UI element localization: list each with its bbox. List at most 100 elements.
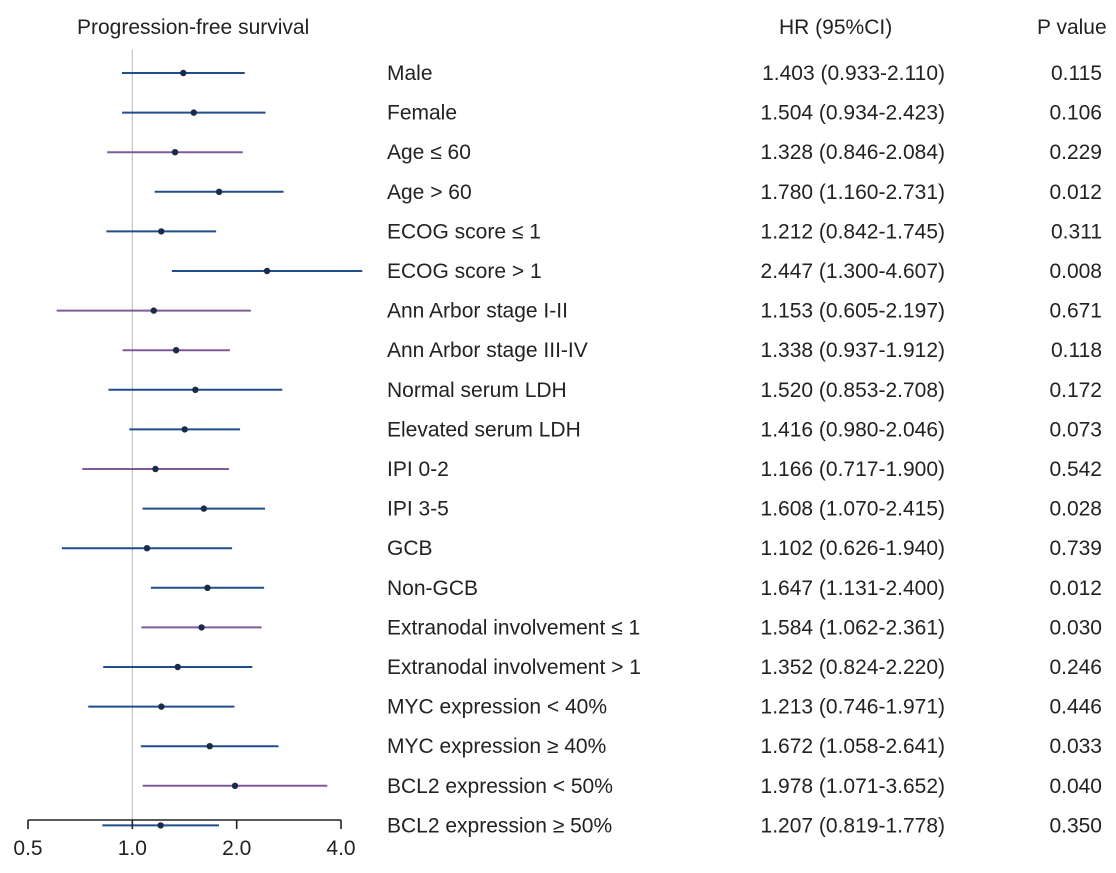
hr-ci-text: 1.416 (0.980-2.046) xyxy=(761,418,945,441)
hr-ci-text: 1.328 (0.846-2.084) xyxy=(761,141,945,164)
hr-point xyxy=(204,584,211,591)
row-label: Age ≤ 60 xyxy=(387,141,471,164)
hr-column-header: HR (95%CI) xyxy=(779,16,893,39)
p-value-text: 0.350 xyxy=(1049,814,1102,837)
row-label: IPI 0-2 xyxy=(387,458,449,481)
forest-row: IPI 0-2 1.166 (0.717-1.900) 0.542 xyxy=(82,458,1102,481)
hr-point xyxy=(190,109,197,116)
row-label: MYC expression ≥ 40% xyxy=(387,735,606,758)
row-label: Male xyxy=(387,62,433,85)
row-label: Age > 60 xyxy=(387,181,472,204)
forest-row: Elevated serum LDH 1.416 (0.980-2.046) 0.0… xyxy=(129,418,1102,441)
hr-ci-text: 1.608 (1.070-2.415) xyxy=(761,498,945,521)
hr-ci-text: 1.584 (1.062-2.361) xyxy=(761,616,945,639)
p-value-text: 0.115 xyxy=(1051,62,1102,85)
row-label: ECOG score ≤ 1 xyxy=(387,220,541,243)
p-value-text: 0.030 xyxy=(1049,616,1102,639)
hr-point xyxy=(200,505,208,512)
row-label: Ann Arbor stage I-II xyxy=(387,300,568,323)
hr-point xyxy=(263,267,271,275)
row-label: Non-GCB xyxy=(387,577,478,600)
p-value-text: 0.671 xyxy=(1049,300,1102,323)
hr-point xyxy=(172,347,180,354)
hr-point xyxy=(231,782,239,789)
hr-point xyxy=(171,149,179,156)
row-label: GCB xyxy=(387,537,433,560)
hr-ci-text: 1.207 (0.819-1.778) xyxy=(761,814,945,837)
hr-point xyxy=(206,743,213,750)
hr-point xyxy=(152,465,159,473)
hr-point xyxy=(150,307,157,314)
row-label: Female xyxy=(387,102,457,125)
p-value-text: 0.311 xyxy=(1051,220,1102,243)
hr-point xyxy=(174,663,181,671)
forest-row: Extranodal involvement > 1 1.352 (0.824-2… xyxy=(103,656,1102,679)
p-value-text: 0.073 xyxy=(1049,418,1102,441)
hr-ci-text: 1.153 (0.605-2.197) xyxy=(761,300,945,323)
forest-row: MYC expression < 40% 1.213 (0.746-1.971) 0… xyxy=(88,696,1102,719)
p-value-text: 0.542 xyxy=(1049,458,1102,481)
p-value-text: 0.246 xyxy=(1049,656,1102,679)
hr-point xyxy=(157,822,164,829)
forest-row: Ann Arbor stage I-II 1.153 (0.605-2.197) 0… xyxy=(56,300,1102,323)
p-value-text: 0.172 xyxy=(1049,379,1102,402)
forest-row: IPI 3-5 1.608 (1.070-2.415) 0.028 xyxy=(142,498,1102,521)
p-value-text: 0.012 xyxy=(1049,181,1102,204)
x-tick-label: 4.0 xyxy=(326,837,355,860)
hr-point xyxy=(180,69,187,77)
x-tick-label: 1.0 xyxy=(118,837,147,860)
forest-row: BCL2 expression ≥ 50% 1.207 (0.819-1.778)… xyxy=(102,814,1102,837)
panel-title: Progression-free survival xyxy=(77,16,310,39)
hr-ci-text: 1.166 (0.717-1.900) xyxy=(761,458,945,481)
row-label: ECOG score > 1 xyxy=(387,260,542,283)
forest-row: ECOG score > 1 2.447 (1.300-4.607) 0.008 xyxy=(171,260,1102,283)
forest-row: Non-GCB 1.647 (1.131-2.400) 0.012 xyxy=(150,577,1102,600)
hr-ci-text: 1.647 (1.131-2.400) xyxy=(761,577,945,600)
row-label: Elevated serum LDH xyxy=(387,418,581,441)
p-value-text: 0.040 xyxy=(1049,775,1102,798)
row-label: IPI 3-5 xyxy=(387,498,449,521)
forest-row: Ann Arbor stage III-IV 1.338 (0.937-1.912… xyxy=(122,339,1102,362)
hr-ci-text: 1.352 (0.824-2.220) xyxy=(761,656,945,679)
hr-point xyxy=(215,188,223,195)
forest-row: BCL2 expression < 50% 1.978 (1.071-3.652)… xyxy=(142,775,1102,798)
p-value-text: 0.229 xyxy=(1049,141,1102,164)
hr-ci-text: 1.520 (0.853-2.708) xyxy=(761,379,945,402)
hr-ci-text: 1.102 (0.626-1.940) xyxy=(761,537,945,560)
hr-point xyxy=(198,624,205,631)
row-label: Extranodal involvement ≤ 1 xyxy=(387,616,640,639)
hr-ci-text: 1.212 (0.842-1.745) xyxy=(761,220,945,243)
forest-row: Age > 60 1.780 (1.160-2.731) 0.012 xyxy=(154,181,1102,204)
forest-row: MYC expression ≥ 40% 1.672 (1.058-2.641) 0… xyxy=(140,735,1102,758)
hr-point xyxy=(143,545,151,552)
x-axis: 0.5 1.0 2.0 4.0 xyxy=(13,819,356,860)
forest-row: Female 1.504 (0.934-2.423) 0.106 xyxy=(122,102,1102,125)
p-value-text: 0.033 xyxy=(1049,735,1102,758)
hr-point xyxy=(158,703,165,710)
x-tick-label: 0.5 xyxy=(13,837,42,860)
p-value-text: 0.739 xyxy=(1049,537,1102,560)
hr-ci-text: 2.447 (1.300-4.607) xyxy=(761,260,945,283)
row-label: Normal serum LDH xyxy=(387,379,567,402)
forest-row: Age ≤ 60 1.328 (0.846-2.084) 0.229 xyxy=(107,141,1102,164)
forest-row: ECOG score ≤ 1 1.212 (0.842-1.745) 0.311 xyxy=(106,220,1102,243)
hr-ci-text: 1.672 (1.058-2.641) xyxy=(761,735,945,758)
row-label: Extranodal involvement > 1 xyxy=(387,656,641,679)
forest-row: Normal serum LDH 1.520 (0.853-2.708) 0.172 xyxy=(108,379,1102,402)
forest-row: Extranodal involvement ≤ 1 1.584 (1.062-2… xyxy=(141,616,1102,639)
row-label: BCL2 expression ≥ 50% xyxy=(387,814,612,837)
row-label: Ann Arbor stage III-IV xyxy=(387,339,588,362)
p-value-text: 0.118 xyxy=(1051,339,1102,362)
forest-row: GCB 1.102 (0.626-1.940) 0.739 xyxy=(61,537,1102,560)
hr-ci-text: 1.403 (0.933-2.110) xyxy=(762,62,945,85)
hr-ci-text: 1.213 (0.746-1.971) xyxy=(761,696,945,719)
hr-ci-text: 1.780 (1.160-2.731) xyxy=(761,181,945,204)
p-value-text: 0.012 xyxy=(1049,577,1102,600)
p-value-column-header: P value xyxy=(1037,16,1107,39)
hr-point xyxy=(192,386,199,393)
row-label: MYC expression < 40% xyxy=(387,696,607,719)
p-value-text: 0.008 xyxy=(1049,260,1102,283)
p-value-text: 0.106 xyxy=(1049,102,1102,125)
p-value-text: 0.028 xyxy=(1049,498,1102,521)
